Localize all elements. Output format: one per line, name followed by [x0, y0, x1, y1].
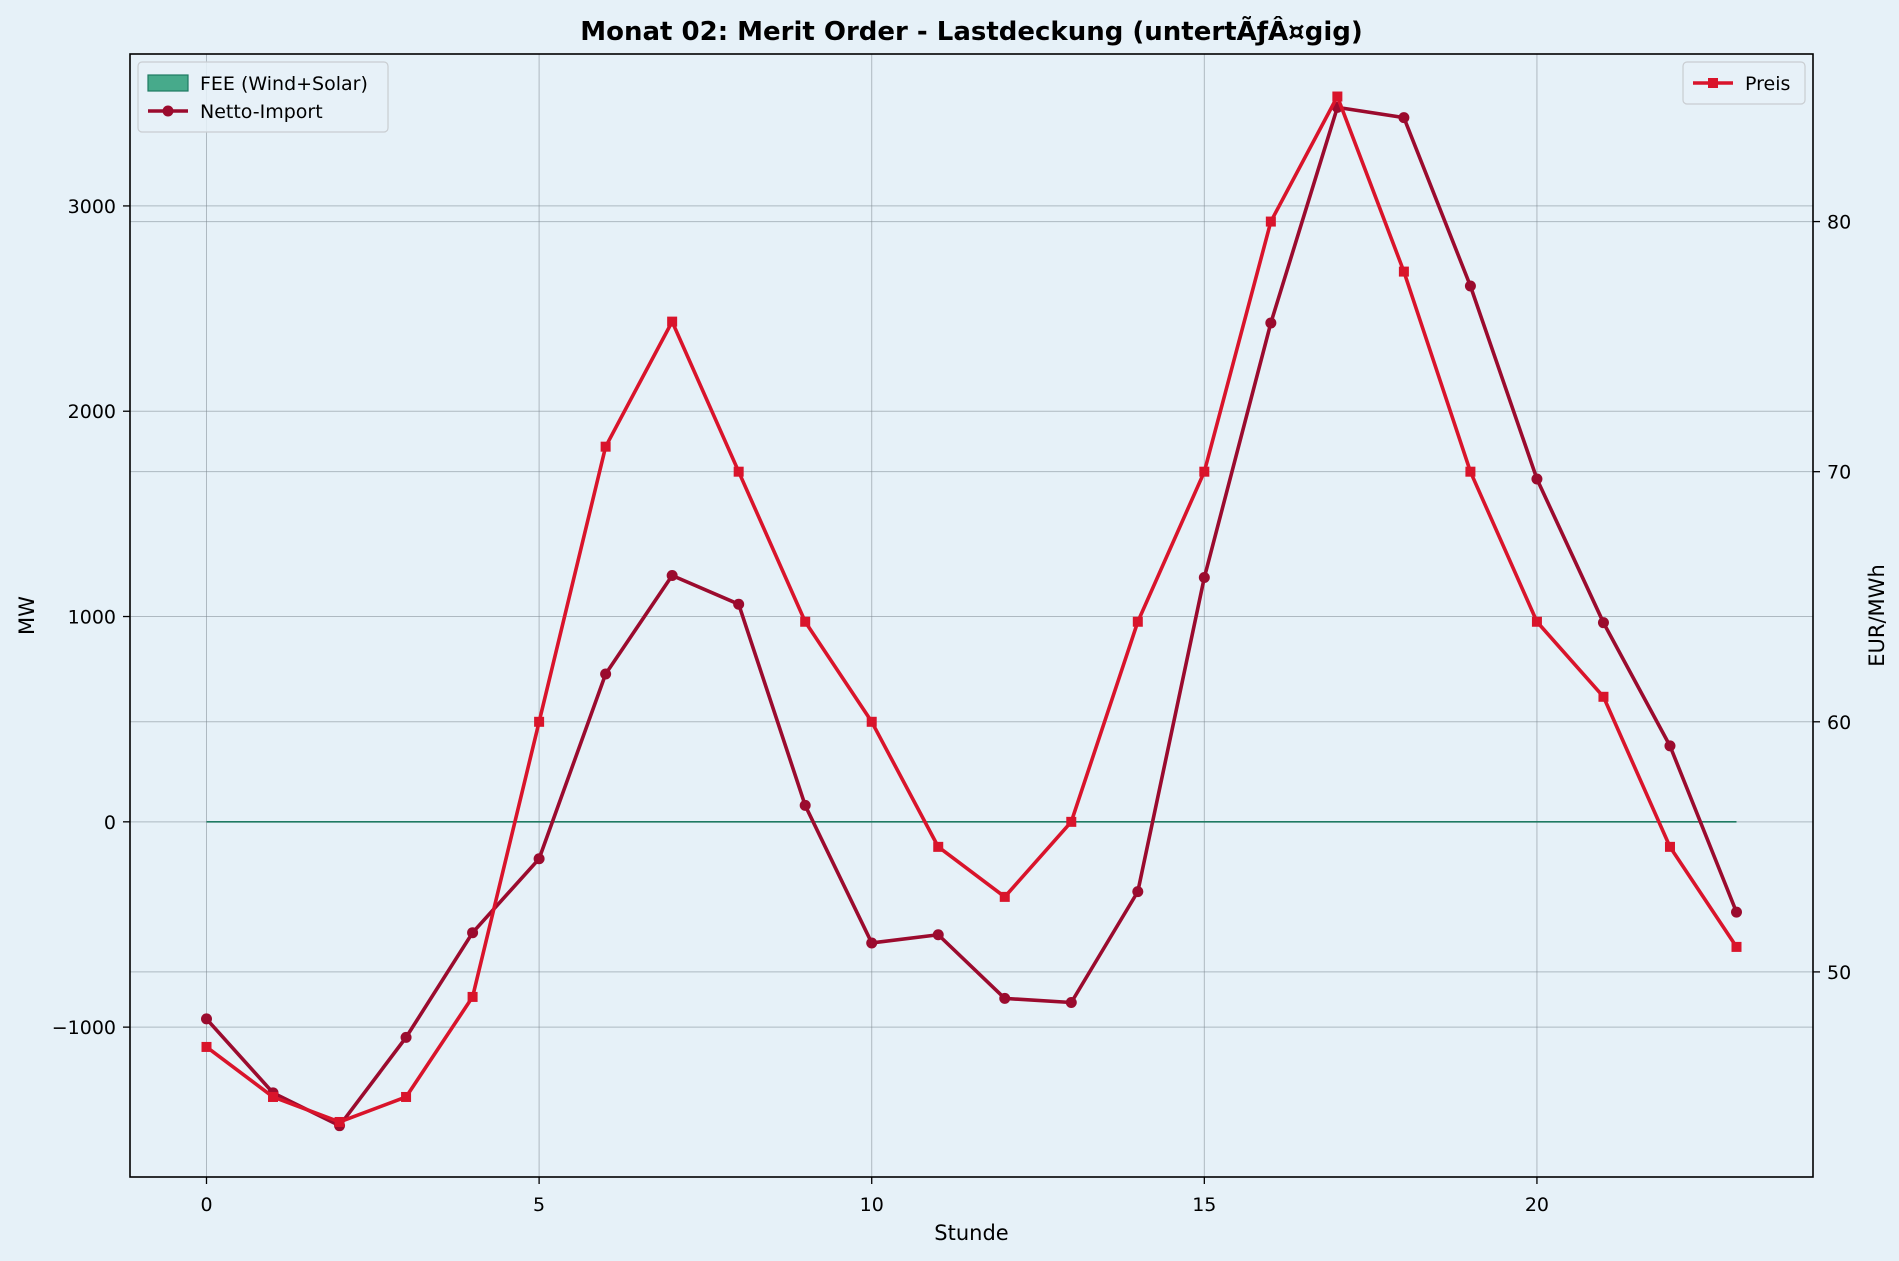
preis-point [1598, 691, 1609, 702]
y2-tick-label: 70 [1827, 462, 1851, 484]
preis-point [467, 991, 478, 1002]
x-axis-label: Stunde [934, 1221, 1008, 1245]
preis-point [1731, 941, 1742, 952]
x-tick-label: 5 [533, 1194, 545, 1216]
x-tick-label: 20 [1525, 1194, 1549, 1216]
preis-point [667, 316, 678, 327]
preis-point [1398, 266, 1409, 277]
netto-import-point [733, 598, 745, 610]
y2-tick-label: 80 [1827, 212, 1851, 234]
preis-line [205, 94, 1738, 1124]
legend-left-box [137, 61, 389, 133]
preis-point [1132, 616, 1143, 627]
preis-point [866, 716, 877, 727]
preis-point [1531, 616, 1542, 627]
preis-point [933, 841, 944, 852]
netto-import-point [467, 927, 479, 939]
y-tick-label: 0 [104, 812, 116, 834]
netto-import-point [666, 569, 678, 581]
y2-tick-label: 60 [1827, 712, 1851, 734]
x-tick-label: 10 [860, 1194, 884, 1216]
x-tick-label: 15 [1192, 1194, 1216, 1216]
y2-axis-label: EUR/MWh [1865, 564, 1889, 667]
netto-import-point [1265, 317, 1277, 329]
netto-import-point [1731, 906, 1742, 918]
preis-point [534, 716, 545, 727]
legend-entry-label: Netto-Import [200, 101, 323, 123]
netto-import-point [600, 668, 612, 680]
y-tick-label: 2000 [68, 401, 116, 423]
preis-point [999, 891, 1010, 902]
preis-point [268, 1091, 279, 1102]
preis-point [600, 441, 611, 452]
netto-import-point [1198, 572, 1210, 584]
netto-import-point [1464, 280, 1476, 292]
plot-frame [129, 53, 1814, 1178]
preis-point [733, 466, 744, 477]
y-tick-label: 3000 [68, 196, 116, 218]
y2-tick-label: 50 [1827, 962, 1851, 984]
netto-import-point [866, 937, 878, 949]
preis-point [1664, 841, 1675, 852]
netto-import-point [1531, 473, 1543, 485]
netto-import-point [400, 1031, 412, 1043]
legend-right-box [1682, 61, 1806, 105]
preis-point [1199, 466, 1210, 477]
netto-import-point [1132, 886, 1144, 898]
y-tick-label: 1000 [68, 607, 116, 629]
preis-point [1332, 91, 1343, 102]
preis-point [401, 1091, 412, 1102]
netto-import-point [533, 853, 545, 865]
legend-circle-marker [162, 105, 174, 117]
netto-import-point [201, 1013, 212, 1025]
netto-import-point [1398, 112, 1410, 124]
netto-import-point [932, 929, 944, 941]
preis-point [1066, 816, 1077, 827]
netto-import-point [1597, 617, 1609, 629]
y-tick-label: −1000 [52, 1017, 116, 1039]
legend-square-marker [1708, 78, 1718, 88]
preis-point [1465, 466, 1476, 477]
preis-point [334, 1116, 345, 1127]
chart-title: Monat 02: Merit Order - Lastdeckung (unt… [580, 15, 1363, 47]
preis-point [800, 616, 811, 627]
legend-fee-swatch [147, 74, 189, 92]
netto-import-line [205, 105, 1739, 1128]
netto-import-point [799, 799, 811, 811]
y-axis-label: MW [15, 596, 39, 635]
legend-entry-label: FEE (Wind+Solar) [200, 73, 368, 95]
preis-point [201, 1041, 212, 1052]
netto-import-point [1664, 740, 1676, 752]
legend-entry-label: Preis [1745, 73, 1790, 95]
preis-point [1265, 216, 1276, 227]
netto-import-point [999, 992, 1011, 1004]
x-tick-label: 0 [200, 1194, 212, 1216]
netto-import-point [1065, 996, 1077, 1008]
